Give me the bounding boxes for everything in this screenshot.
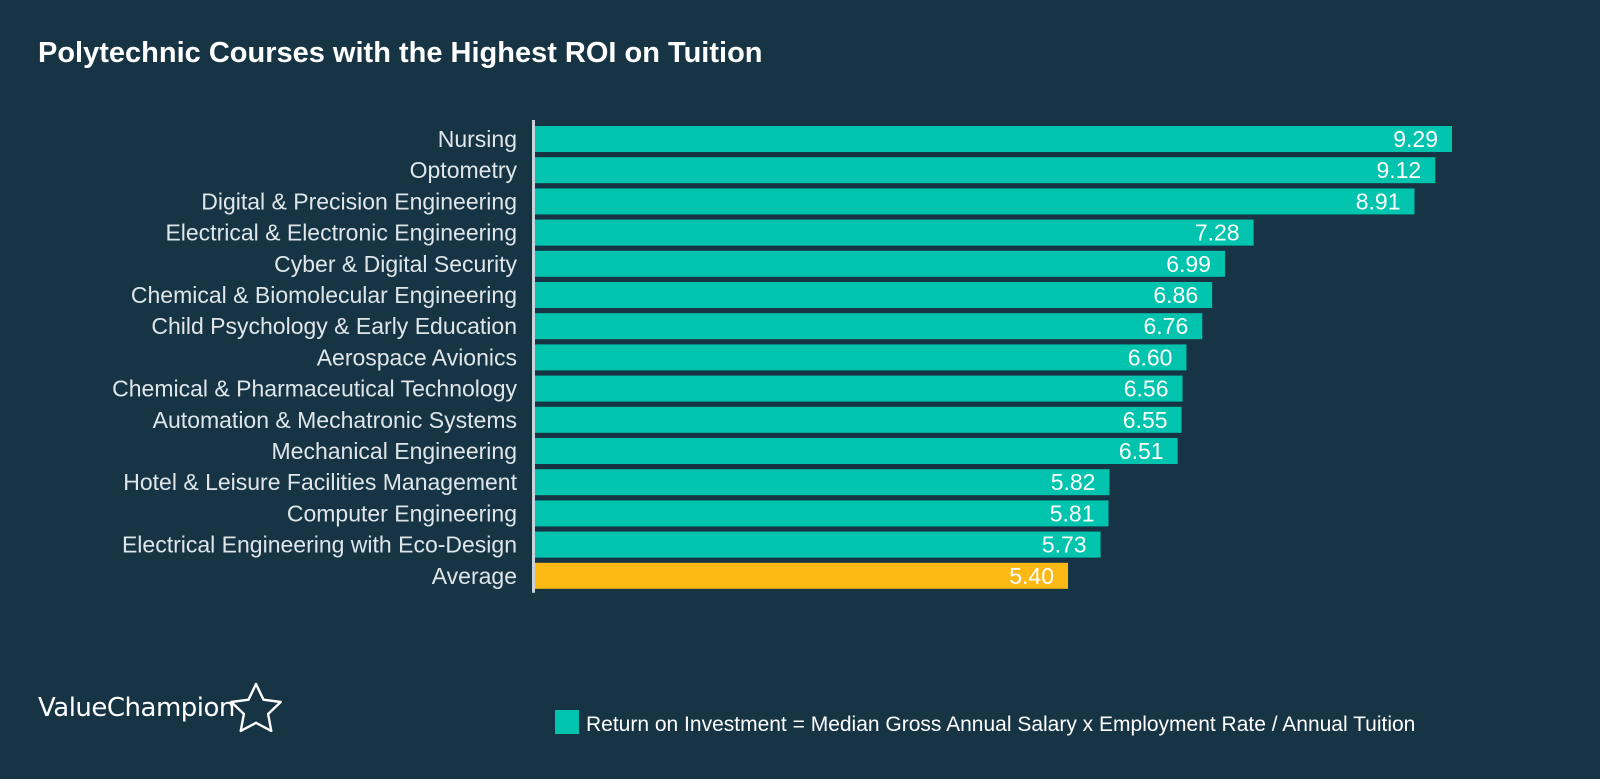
chart-title: Polytechnic Courses with the Highest ROI… (38, 37, 763, 69)
value-label: 6.76 (1144, 313, 1189, 339)
bar (535, 531, 1101, 558)
star-outline-icon (230, 682, 282, 733)
value-label: 6.99 (1166, 251, 1211, 277)
value-label: 9.12 (1376, 157, 1421, 183)
bar (535, 157, 1436, 184)
category-label: Child Psychology & Early Education (151, 313, 517, 339)
bar (535, 250, 1225, 277)
category-label: Average (432, 563, 517, 589)
category-label: Automation & Mechatronic Systems (153, 407, 517, 433)
value-label: 5.40 (1009, 563, 1054, 589)
value-label: 9.29 (1393, 126, 1438, 152)
legend-swatch (555, 710, 579, 734)
category-label: Computer Engineering (287, 500, 517, 526)
category-label: Aerospace Avionics (317, 344, 517, 370)
category-label: Optometry (410, 157, 518, 183)
bar-average (535, 562, 1069, 589)
bar-group: Nursing 9.29 Optometry 9.12 Digital & Precis… (112, 126, 1452, 589)
bar (535, 406, 1182, 433)
brand-name: ValueChampion (38, 693, 235, 723)
bar (535, 375, 1183, 402)
category-label: Hotel & Leisure Facilities Management (123, 469, 517, 495)
category-label: Chemical & Pharmaceutical Technology (112, 376, 517, 402)
bar (535, 188, 1415, 215)
legend: Return on Investment = Median Gross Annu… (555, 710, 1415, 736)
bar (535, 313, 1203, 340)
bar (535, 282, 1213, 308)
value-label: 6.60 (1128, 344, 1173, 370)
bar (535, 500, 1109, 527)
bar (535, 344, 1187, 371)
value-label: 6.56 (1124, 376, 1169, 402)
value-label: 5.81 (1050, 500, 1095, 526)
value-label: 8.91 (1356, 188, 1401, 214)
category-label: Chemical & Biomolecular Engineering (131, 282, 517, 308)
value-label: 5.73 (1042, 532, 1087, 558)
brand-logo: ValueChampion (38, 682, 282, 733)
value-label: 6.51 (1119, 438, 1164, 464)
legend-label: Return on Investment = Median Gross Annu… (586, 713, 1415, 736)
category-label: Electrical Engineering with Eco-Design (122, 532, 517, 558)
category-label: Nursing (438, 126, 517, 152)
bar (535, 438, 1178, 464)
category-label: Mechanical Engineering (272, 438, 518, 464)
category-label: Digital & Precision Engineering (201, 188, 517, 214)
value-label: 5.82 (1051, 469, 1096, 495)
bar (535, 219, 1254, 246)
value-label: 6.86 (1153, 282, 1198, 308)
value-label: 7.28 (1195, 220, 1240, 246)
bar (535, 126, 1452, 152)
bar (535, 469, 1110, 496)
value-label: 6.55 (1123, 407, 1168, 433)
category-label: Cyber & Digital Security (274, 251, 517, 277)
category-label: Electrical & Electronic Engineering (165, 220, 517, 246)
